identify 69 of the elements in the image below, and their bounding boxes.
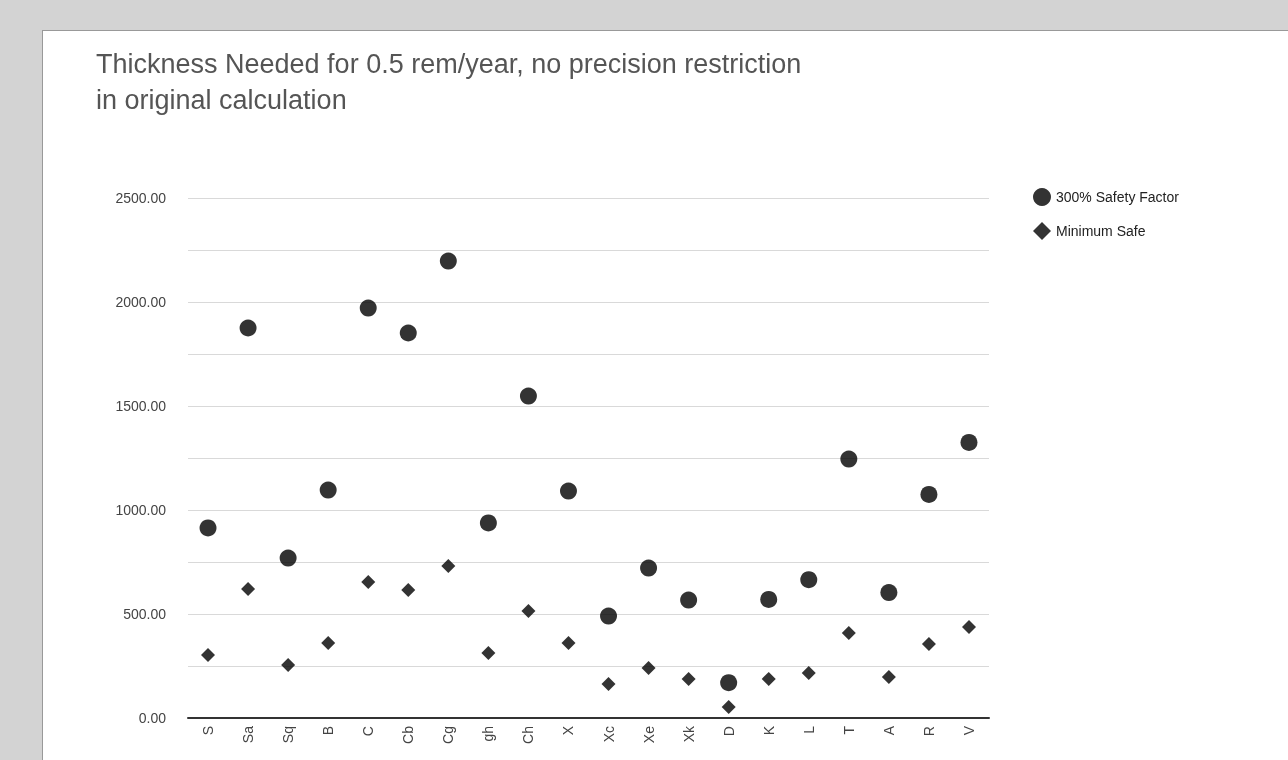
point (241, 582, 256, 597)
point (361, 574, 376, 589)
y-tick-label: 2500.00 (115, 190, 167, 206)
x-tick-label: Sq (280, 726, 297, 744)
point (439, 252, 457, 270)
point (880, 584, 898, 602)
point (721, 699, 736, 714)
y-tick-label: 1000.00 (115, 502, 167, 518)
point (441, 558, 456, 573)
x-tick-label: Xe (640, 725, 657, 744)
point (640, 559, 658, 577)
point (881, 670, 896, 685)
point (199, 519, 217, 537)
point (481, 645, 496, 660)
chart-title: Thickness Needed for 0.5 rem/year, no precision restriction in original calculation (96, 49, 809, 115)
point (921, 636, 936, 651)
point (760, 590, 778, 608)
x-tick-label: Xk (680, 725, 697, 743)
x-tick-label: L (800, 725, 817, 734)
point (279, 549, 297, 567)
point (321, 635, 336, 650)
point (281, 657, 296, 672)
x-tick-label: X (560, 725, 577, 736)
point (960, 433, 978, 451)
x-tick-label: A (880, 725, 897, 736)
point (920, 485, 938, 503)
point (519, 387, 537, 405)
x-tick-label: Cg (440, 726, 457, 744)
x-tick-label: T (840, 725, 857, 735)
point (720, 674, 738, 692)
point (601, 677, 616, 692)
point (761, 671, 776, 686)
point (201, 647, 216, 662)
x-tick-label: B (320, 726, 337, 736)
y-tick-label: 0.00 (138, 710, 167, 726)
point (561, 635, 576, 650)
point (641, 661, 656, 676)
x-tick-label: R (920, 726, 937, 737)
x-tick-label: C (360, 726, 377, 737)
point (479, 514, 497, 532)
y-tick-label: 1500.00 (115, 398, 167, 414)
legend-label: 300% Safety Factor (1056, 189, 1180, 205)
point (521, 604, 536, 619)
point (961, 619, 976, 634)
point (800, 571, 818, 589)
x-tick-label: Xc (600, 726, 617, 743)
legend-label: Minimum Safe (1056, 223, 1146, 239)
point (841, 625, 856, 640)
x-tick-label: V (960, 725, 977, 736)
point (399, 324, 417, 342)
point (801, 666, 816, 681)
x-tick-label: Ch (520, 726, 537, 744)
x-tick-label: K (760, 725, 777, 736)
x-tick-label: D (720, 726, 737, 737)
x-tick-label: Sa (240, 725, 257, 744)
point (401, 583, 416, 598)
y-tick-label: 500.00 (123, 606, 167, 622)
y-tick-label: 2000.00 (115, 294, 167, 310)
x-tick-label: Cb (400, 725, 417, 744)
point (239, 319, 257, 337)
x-tick-label: S (200, 726, 217, 736)
point (559, 482, 577, 500)
x-tick-label: gh (480, 726, 497, 742)
point (359, 299, 377, 317)
point (319, 481, 337, 499)
point (840, 450, 858, 468)
point (600, 607, 618, 625)
point (681, 671, 696, 686)
point (680, 591, 698, 609)
